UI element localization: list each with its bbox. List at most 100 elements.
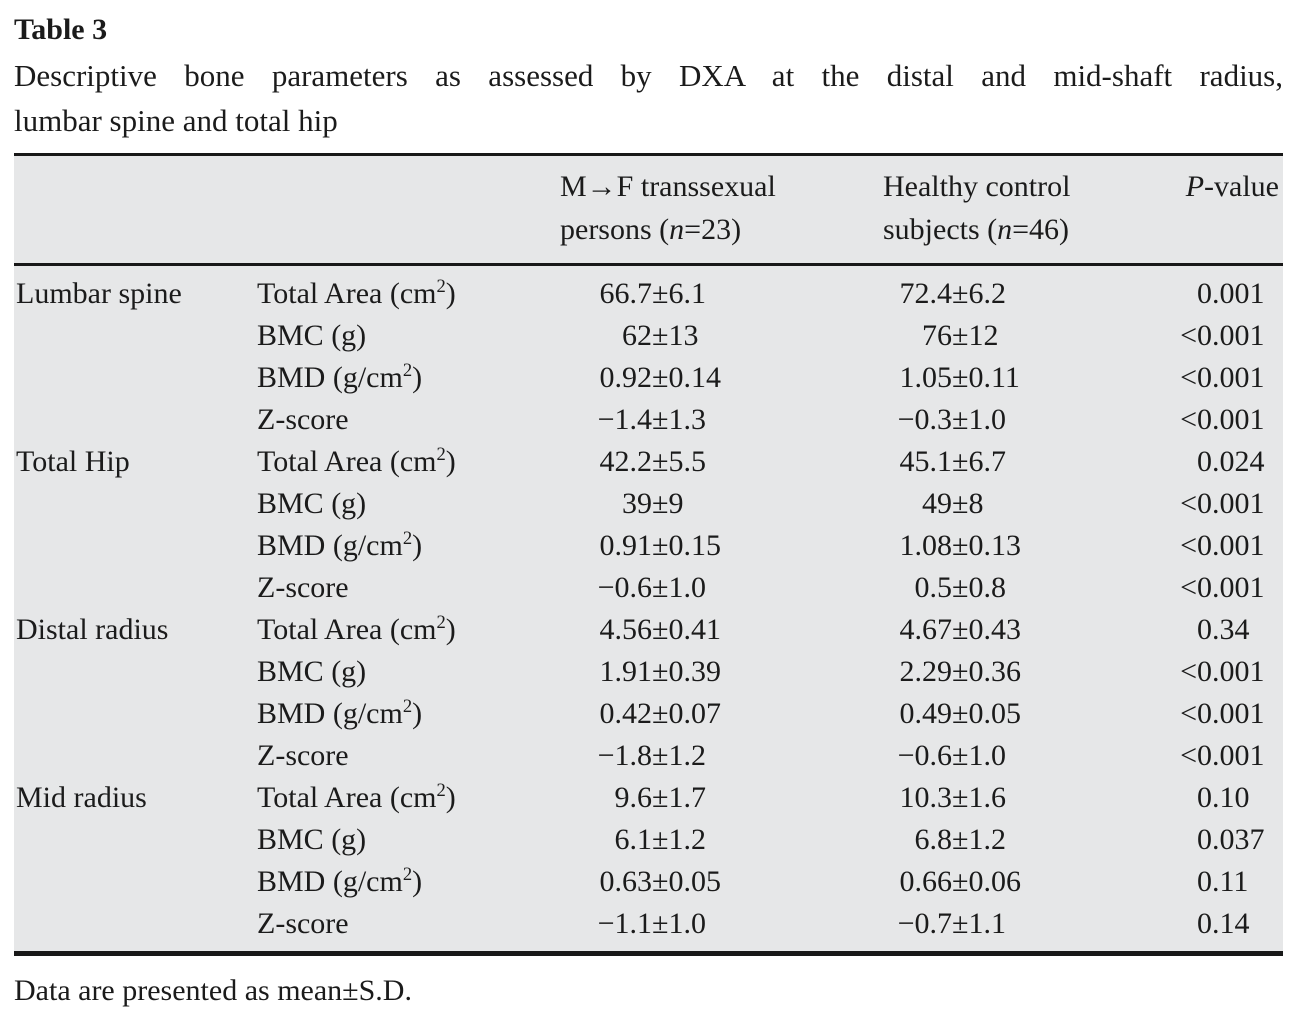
- header-mf-line2-pre: persons (: [560, 213, 670, 246]
- region-cell: Total Hip: [16, 445, 130, 478]
- control-sd: 0.8: [968, 571, 1006, 604]
- control-mean: 10.3: [899, 781, 953, 814]
- pvalue-number: 0.001: [1197, 319, 1265, 352]
- table-row: BMD (g/cm2) 0.91±0.15 1.08±0.13 <0.001: [14, 525, 1283, 567]
- control-sd: 1.2: [968, 823, 1006, 856]
- region-cell: [14, 735, 257, 777]
- mf-sd: 0.07: [668, 697, 721, 730]
- region-cell: [14, 483, 257, 525]
- table-row: Mid radius Total Area (cm2) 9.6±1.7 10.3…: [14, 777, 1283, 819]
- header-region-empty: [14, 154, 257, 266]
- mf-value-cell: 4.56±0.41: [560, 609, 883, 651]
- pvalue-cell: <0.001: [1164, 525, 1283, 567]
- control-mean: −0.3: [897, 403, 952, 436]
- parameter-cell: Total Area (cm2): [257, 609, 560, 651]
- mf-mean: 0.91: [599, 529, 653, 562]
- plus-minus-sign: ±: [952, 823, 969, 856]
- pvalue-number: 0.001: [1197, 361, 1265, 394]
- control-mean: 0.5: [914, 571, 953, 604]
- mf-mean: 6.1: [614, 823, 653, 856]
- mf-mean: −1.1: [597, 907, 652, 940]
- table-row: BMD (g/cm2) 0.42±0.07 0.49±0.05 <0.001: [14, 693, 1283, 735]
- pvalue-cell: <0.001: [1164, 567, 1283, 609]
- mf-value-cell: −1.4±1.3: [560, 399, 883, 441]
- mf-value-cell: 6.1±1.2: [560, 819, 883, 861]
- plus-minus-sign: ±: [952, 907, 969, 940]
- pvalue-number: 0.001: [1197, 403, 1265, 436]
- parameter-cell: BMD (g/cm2): [257, 861, 560, 903]
- parameter-cell: Z-score: [257, 567, 560, 609]
- region-cell: [14, 861, 257, 903]
- pvalue-cell: <0.001: [1164, 315, 1283, 357]
- control-mean: 4.67: [899, 613, 953, 646]
- less-than-sign: <: [1180, 655, 1197, 688]
- region-cell: [14, 399, 257, 441]
- pvalue-cell: <0.001: [1164, 693, 1283, 735]
- mf-value-cell: −1.1±1.0: [560, 903, 883, 955]
- parameter-cell: BMC (g): [257, 483, 560, 525]
- control-mean: 49: [922, 487, 952, 520]
- table-caption: Descriptive bone parameters as assessed …: [14, 53, 1283, 143]
- region-cell: [14, 651, 257, 693]
- parameter-cell: BMC (g): [257, 819, 560, 861]
- control-value-cell: 76±12: [883, 315, 1164, 357]
- parameter-text: BMD (g/cm: [257, 697, 403, 730]
- less-than-sign: <: [1180, 361, 1197, 394]
- header-mf-group: M→F transsexual persons (n=23): [560, 154, 883, 266]
- plus-minus-sign: ±: [652, 865, 669, 898]
- region-cell: Lumbar spine: [16, 277, 182, 310]
- parameter-text-close: ): [412, 697, 423, 730]
- control-sd: 0.05: [968, 697, 1021, 730]
- parameter-cell: Z-score: [257, 399, 560, 441]
- parameter-superscript: 2: [436, 444, 446, 465]
- table-row: Z-score −1.8±1.2 −0.6±1.0 <0.001: [14, 735, 1283, 777]
- parameter-text: BMD (g/cm: [257, 865, 403, 898]
- plus-minus-sign: ±: [652, 403, 669, 436]
- less-than-sign: <: [1180, 487, 1197, 520]
- caption-line-1: Descriptive bone parameters as assessed …: [14, 58, 1283, 93]
- control-mean: −0.6: [897, 739, 952, 772]
- mf-sd: 0.05: [668, 865, 721, 898]
- region-cell: [14, 315, 257, 357]
- header-pvalue: P-value: [1164, 154, 1283, 266]
- parameter-text-close: ): [445, 613, 456, 646]
- table-row: BMC (g) 6.1±1.2 6.8±1.2 0.037: [14, 819, 1283, 861]
- region-cell: [14, 693, 257, 735]
- mf-sd: 1.2: [668, 739, 706, 772]
- pvalue-number: 0.001: [1197, 277, 1265, 310]
- control-mean: 0.49: [899, 697, 953, 730]
- table-row: Z-score −1.1±1.0 −0.7±1.1 0.14: [14, 903, 1283, 955]
- less-than-sign: <: [1180, 697, 1197, 730]
- table-row: BMC (g) 1.91±0.39 2.29±0.36 <0.001: [14, 651, 1283, 693]
- control-sd: 1.1: [968, 907, 1006, 940]
- control-mean: 0.66: [899, 865, 953, 898]
- table-header: M→F transsexual persons (n=23) Healthy c…: [14, 154, 1283, 266]
- control-mean: 1.08: [899, 529, 953, 562]
- plus-minus-sign: ±: [652, 655, 669, 688]
- less-than-sign: <: [1180, 739, 1197, 772]
- control-value-cell: −0.7±1.1: [883, 903, 1164, 955]
- pvalue-number: 0.001: [1197, 739, 1265, 772]
- table-footnote: Data are presented as mean±S.D.: [14, 974, 412, 1007]
- mf-sd: 0.14: [668, 361, 721, 394]
- mf-value-cell: 66.7±6.1: [560, 265, 883, 316]
- plus-minus-sign: ±: [952, 361, 969, 394]
- mf-sd: 0.41: [668, 613, 721, 646]
- mf-sd: 1.0: [668, 907, 706, 940]
- pvalue-cell: 0.14: [1164, 903, 1283, 955]
- region-cell: [14, 903, 257, 955]
- mf-value-cell: 62±13: [560, 315, 883, 357]
- parameter-text: BMC (g): [257, 487, 367, 520]
- plus-minus-sign: ±: [652, 613, 669, 646]
- parameter-superscript: 2: [436, 780, 446, 801]
- mf-mean: 42.2: [599, 445, 653, 478]
- plus-minus-sign: ±: [652, 907, 669, 940]
- control-sd: 0.13: [968, 529, 1021, 562]
- parameter-text: Z-score: [257, 907, 349, 940]
- less-than-sign: <: [1180, 319, 1197, 352]
- parameter-text: BMD (g/cm: [257, 529, 403, 562]
- table-body: Lumbar spine Total Area (cm2) 66.7±6.1 7…: [14, 265, 1283, 955]
- mf-sd: 9: [668, 487, 684, 520]
- mf-mean: −1.8: [597, 739, 652, 772]
- header-control-n-italic: n: [997, 213, 1013, 246]
